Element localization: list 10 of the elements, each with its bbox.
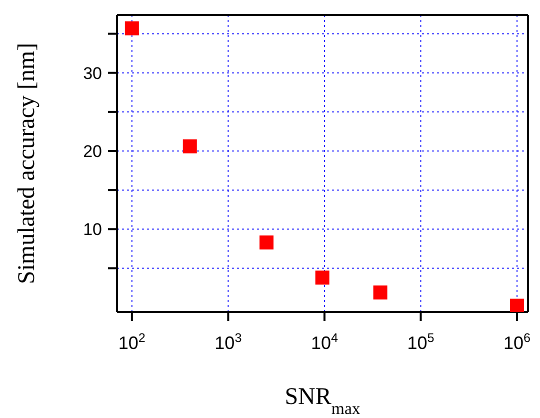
x-tick-label: 10$^{4}$ [310,331,338,353]
y-axis-title: Simulated accuracy [nm] [14,42,40,284]
y-tick-label: 30 [83,64,102,83]
x-tick-label: 10$^{5}$ [407,331,434,353]
x-tick-label: 10$^{2}$ [118,331,146,353]
x-axis-title: SNR$_{max}$ [284,384,361,418]
y-tick-label: 20 [83,142,102,161]
x-tick-label: 10$^{3}$ [214,331,242,353]
x-tick-label: 10$^{6}$ [504,331,531,353]
y-tick-label: 10 [83,220,102,240]
